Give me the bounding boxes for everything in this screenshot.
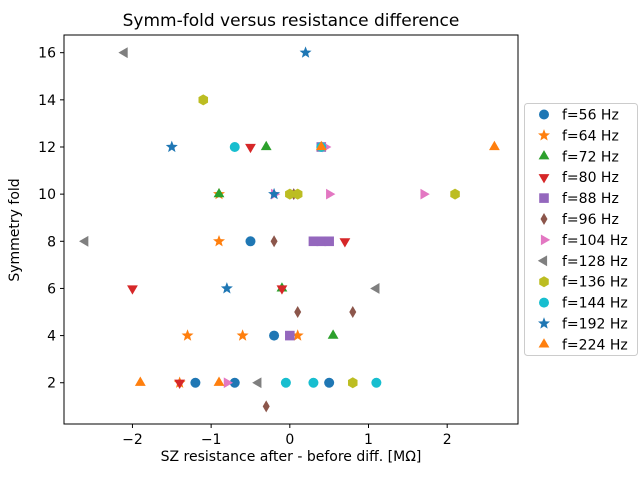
legend-box [524,103,638,356]
data-point [198,94,209,106]
data-point [270,235,278,248]
data-point [134,376,146,386]
data-point [127,285,138,295]
scatter-points [79,46,500,413]
data-point [220,282,233,294]
data-point [260,140,272,151]
legend-label: f=64 Hz [562,128,619,144]
data-point [299,46,312,58]
y-tick-label: 2 [47,376,56,392]
data-point [291,329,304,341]
legend-marker [538,317,550,329]
data-point [327,329,339,339]
legend-label: f=80 Hz [562,170,619,186]
data-point [223,377,234,389]
data-point [245,143,256,154]
legend-label: f=88 Hz [562,191,619,207]
data-point [236,329,249,341]
data-point [316,236,327,247]
y-tick-label: 16 [38,46,56,62]
data-point [489,140,500,151]
legend-label: f=72 Hz [562,149,619,165]
plot-border [63,34,519,425]
data-point [280,377,291,388]
y-tick-label: 8 [47,234,56,250]
data-point [308,377,319,388]
data-point [181,329,194,341]
data-point [292,188,303,200]
data-point [348,377,358,389]
y-tick-label: 6 [47,281,56,297]
data-point [190,377,201,388]
data-point [229,141,240,152]
legend-label: f=104 Hz [562,233,628,249]
legend-marker [539,297,549,308]
data-point [245,236,256,247]
legend-marker [539,276,549,288]
legend-label: f=128 Hz [562,254,628,270]
legend: f=56 Hz f=64 Hz f=72 Hz f=80 Hz f=88 Hz f=96 … [524,103,638,356]
legend-label: f=144 Hz [562,296,628,312]
data-point [285,188,295,200]
data-point [213,187,225,198]
legend-marker [538,174,550,184]
x-tick-label: −2 [122,432,143,448]
data-point [371,377,382,388]
data-point [370,283,380,294]
legend-marker [540,234,551,246]
data-point [269,330,280,341]
data-point [229,377,240,388]
data-point [308,236,319,247]
chart-title: Symm-fold versus resistance difference [123,11,460,31]
y-axis-ticks: 2 4 6 8 10 12 14 16 [38,46,64,392]
y-tick-label: 10 [38,187,56,203]
legend-label: f=56 Hz [562,108,619,124]
legend-marker [537,255,548,267]
data-point [339,238,351,248]
data-point [174,379,186,389]
data-point [326,188,336,200]
data-point [420,188,430,200]
data-point [165,140,178,153]
x-tick-label: 0 [285,432,294,448]
data-point [213,234,225,247]
data-point [450,188,460,200]
y-tick-label: 14 [38,93,56,109]
legend-label: f=192 Hz [562,317,628,333]
x-axis-label: SZ resistance after - before diff. [MΩ] [161,449,422,465]
data-point [276,285,288,295]
legend-marker [539,193,549,203]
data-point [294,306,302,319]
y-tick-label: 4 [47,329,56,345]
legend-label: f=224 Hz [562,337,628,353]
x-tick-label: 1 [364,432,373,448]
data-point [252,377,262,389]
legend-marker [539,109,549,120]
x-tick-label: −1 [201,432,222,448]
data-point [324,377,335,388]
legend-marker [538,150,550,160]
x-axis-ticks: −2 −1 0 1 2 [122,424,452,448]
x-tick-label: 2 [443,432,452,448]
data-point [213,376,225,386]
legend-marker [540,213,548,225]
legend-label: f=136 Hz [562,275,628,291]
data-point [315,140,327,151]
legend-marker [538,338,550,348]
y-axis-label: Symmetry fold [7,178,23,281]
data-point [268,187,281,200]
data-point [262,400,270,413]
y-tick-label: 12 [38,140,56,156]
data-point [118,47,128,59]
data-point [349,306,357,319]
data-point [285,330,295,341]
data-point [79,235,89,247]
legend-marker [538,129,550,141]
legend-label: f=96 Hz [562,212,619,228]
data-point [324,236,334,247]
